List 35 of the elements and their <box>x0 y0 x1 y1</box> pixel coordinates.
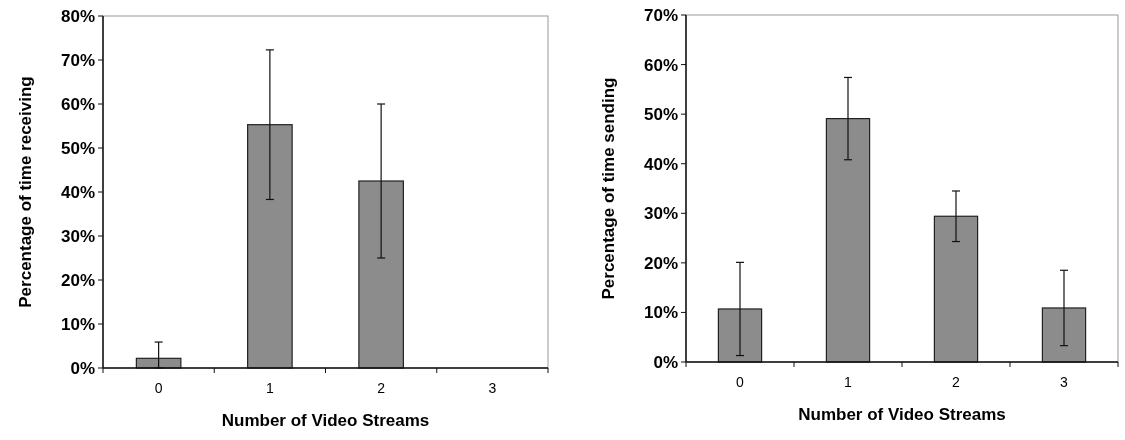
x-axis-title: Number of Video Streams <box>221 411 430 430</box>
x-tick-label: 1 <box>844 374 853 390</box>
x-axis-title: Number of Video Streams <box>798 405 1006 424</box>
x-tick-label: 1 <box>265 380 274 396</box>
y-tick-label: 20% <box>60 270 95 290</box>
bar <box>358 180 404 369</box>
y-tick-label: 70% <box>60 50 95 70</box>
y-tick-label: 30% <box>643 204 678 224</box>
y-tick-label: 0% <box>653 352 678 372</box>
bar <box>933 215 979 363</box>
x-tick-label: 3 <box>1060 374 1069 390</box>
y-tick-label: 10% <box>60 314 95 334</box>
y-tick-label: 0% <box>70 358 95 378</box>
x-tick-label: 0 <box>154 380 163 396</box>
bar <box>1041 307 1087 363</box>
x-tick-label: 0 <box>736 374 745 390</box>
y-tick-label: 20% <box>643 253 678 273</box>
bar <box>717 308 763 363</box>
y-tick-label: 50% <box>60 138 95 158</box>
x-tick-label: 3 <box>488 380 497 396</box>
y-axis-title: Percentage of time sending <box>599 77 618 300</box>
y-tick-label: 10% <box>643 303 678 323</box>
x-tick-label: 2 <box>952 374 961 390</box>
y-tick-label: 40% <box>643 154 678 174</box>
bar <box>247 124 293 369</box>
y-tick-label: 60% <box>643 55 678 75</box>
bar <box>825 118 871 363</box>
y-tick-label: 40% <box>60 182 95 202</box>
y-tick-label: 80% <box>60 6 95 26</box>
x-tick-label: 2 <box>377 380 386 396</box>
y-tick-label: 30% <box>60 226 95 246</box>
y-tick-label: 60% <box>60 94 95 114</box>
y-tick-label: 70% <box>643 5 678 25</box>
y-axis-title: Percentage of time receiving <box>16 76 35 308</box>
y-tick-label: 50% <box>643 105 678 125</box>
